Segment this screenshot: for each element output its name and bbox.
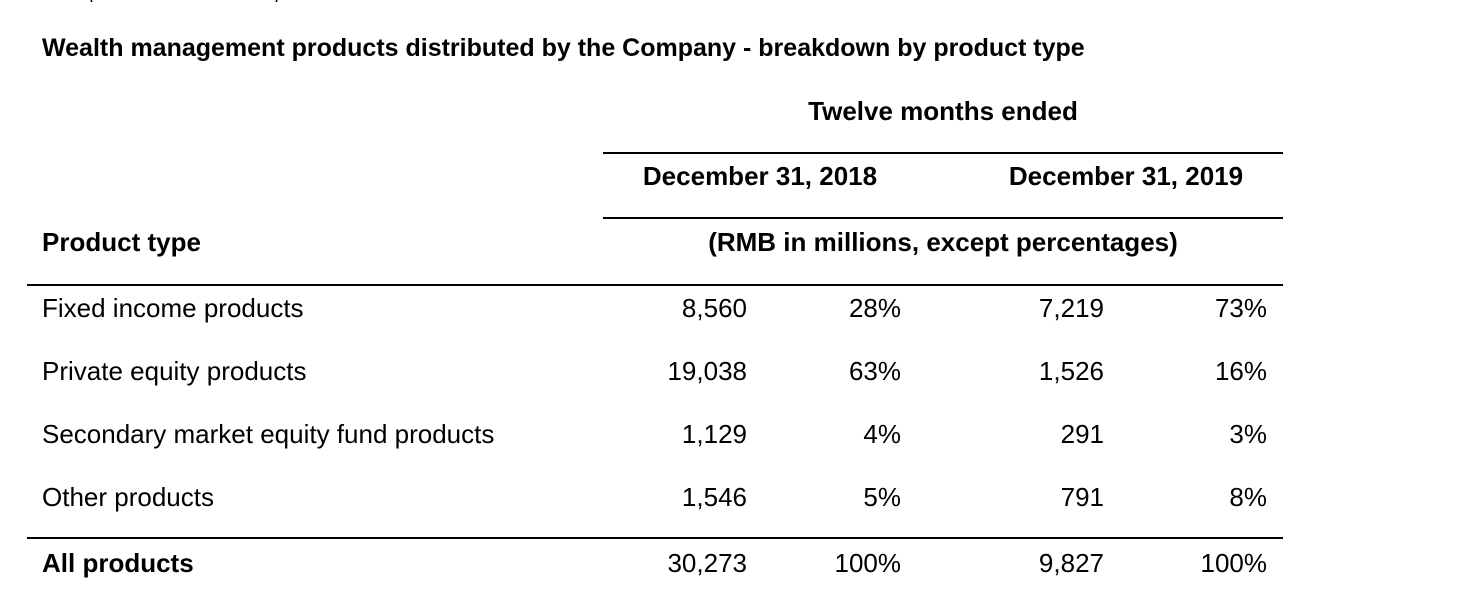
cropped-text-fragment — [90, 0, 278, 2]
column-header-2019: December 31, 2019 — [1008, 161, 1244, 191]
percent-2018: 28% — [848, 293, 901, 323]
amount-2019: 1,526 — [1038, 356, 1104, 386]
row-label: Other products — [42, 482, 214, 512]
units-header: (RMB in millions, except percentages) — [708, 227, 1178, 257]
amount-2018: 1,129 — [681, 419, 747, 449]
percent-2019: 16% — [1214, 356, 1267, 386]
percent-2019: 73% — [1214, 293, 1267, 323]
amount-2018: 1,546 — [681, 482, 747, 512]
amount-2018: 19,038 — [667, 356, 747, 386]
header-rule — [603, 152, 1283, 154]
percent-2019: 3% — [1229, 419, 1267, 449]
percent-2018: 63% — [848, 356, 901, 386]
amount-2018: 8,560 — [681, 293, 747, 323]
total-percent-2018: 100% — [834, 548, 902, 578]
row-label-header: Product type — [42, 227, 201, 257]
header-rule — [603, 217, 1283, 219]
amount-2019: 7,219 — [1038, 293, 1104, 323]
percent-2019: 8% — [1229, 482, 1267, 512]
total-percent-2019: 100% — [1200, 548, 1268, 578]
percent-2018: 5% — [863, 482, 901, 512]
column-header-2018: December 31, 2018 — [642, 161, 878, 191]
table-title: Wealth management products distributed b… — [42, 34, 1085, 62]
total-amount-2018: 30,273 — [667, 548, 747, 578]
total-rule — [27, 537, 1283, 539]
header-bottom-rule — [27, 284, 1283, 286]
period-group-header: Twelve months ended — [808, 96, 1078, 126]
total-label: All products — [42, 548, 194, 578]
row-label: Private equity products — [42, 356, 307, 386]
total-amount-2019: 9,827 — [1038, 548, 1104, 578]
amount-2019: 291 — [1060, 419, 1104, 449]
row-label: Fixed income products — [42, 293, 304, 323]
row-label: Secondary market equity fund products — [42, 419, 495, 449]
amount-2019: 791 — [1060, 482, 1104, 512]
percent-2018: 4% — [863, 419, 901, 449]
